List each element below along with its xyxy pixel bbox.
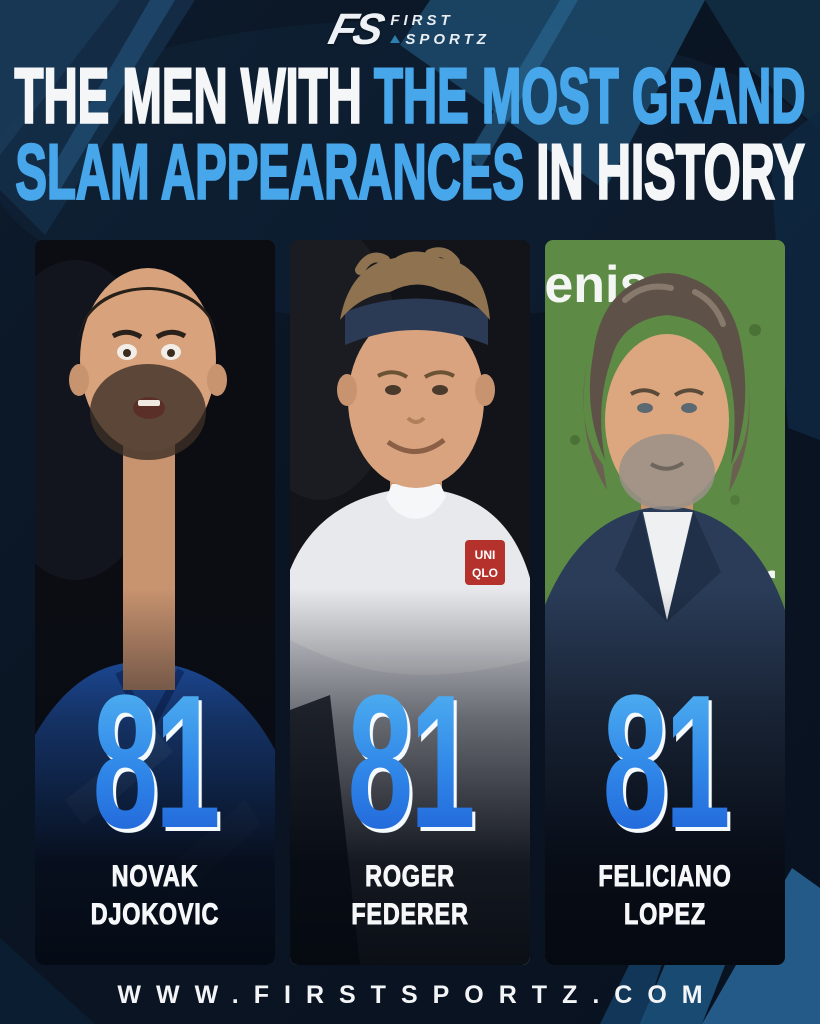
photo-dark-gradient [35,240,275,965]
title-seg-blue-2: SLAM APPEARANCES [15,127,525,216]
federer-stat-block: 81 [290,667,530,965]
player-name-lopez: FELICIANO LOPEZ [571,858,758,933]
lopez-stat-block: 81 [545,667,785,965]
logo-word-sportz-row: SPORTZ [390,31,490,48]
photo-dark-gradient [290,240,530,965]
player-first-name: NOVAK [111,860,199,894]
player-name-federer: ROGER FEDERER [316,858,503,933]
player-cards-row: 81 NOVAK DJOKOVIC UNI [35,240,785,965]
appearances-count-djokovic: 81 [81,667,230,857]
title-seg-blue-1: THE MOST GRAND [373,51,806,140]
poster-title: THE MEN WITH THE MOST GRAND SLAM APPEARA… [0,54,820,212]
player-last-name: LOPEZ [624,897,706,931]
player-card-federer: UNI QLO 81 [290,240,530,965]
fs-monogram-icon: FS [324,5,387,54]
firstsportz-logo: FS FIRST SPORTZ [0,5,820,54]
title-seg-white-1: THE MEN WITH [14,51,363,140]
player-name-djokovic: NOVAK DJOKOVIC [61,858,248,933]
title-line-1: THE MEN WITH THE MOST GRAND [14,54,807,136]
player-card-lopez: tenis r [545,240,785,965]
photo-dark-gradient [545,240,785,965]
triangle-icon [390,35,401,44]
player-first-name: FELICIANO [598,860,732,894]
appearances-count-lopez: 81 [591,667,740,857]
player-card-djokovic: 81 NOVAK DJOKOVIC [35,240,275,965]
djokovic-stat-block: 81 [35,667,275,965]
logo-word-sportz: SPORTZ [405,30,490,48]
title-line-2: SLAM APPEARANCES IN HISTORY [15,130,806,212]
title-seg-white-2: IN HISTORY [535,127,805,216]
player-first-name: ROGER [365,860,455,894]
player-last-name: FEDERER [351,897,469,931]
website-url: WWW.FIRSTSPORTZ.COM [117,981,718,1009]
logo-wordmark: FIRST SPORTZ [390,12,490,48]
player-last-name: DJOKOVIC [90,897,220,931]
logo-word-first: FIRST [390,12,454,30]
appearances-count-federer: 81 [336,667,485,857]
